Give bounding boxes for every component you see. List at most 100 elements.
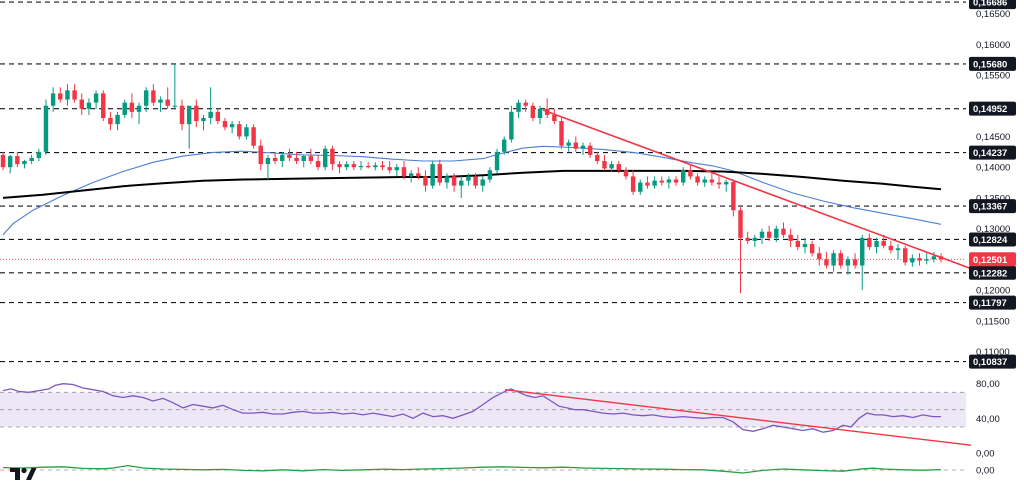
candle-body [358, 165, 364, 168]
candle-body [487, 170, 493, 180]
candle-body [673, 179, 679, 183]
candle [459, 176, 464, 198]
candle [502, 136, 507, 155]
candle [208, 87, 213, 125]
candle [494, 148, 500, 174]
candle-body [416, 173, 421, 177]
candle [101, 90, 106, 122]
candle-body [58, 93, 63, 100]
candle [888, 240, 894, 254]
candle-body [265, 157, 271, 165]
candle [401, 161, 407, 180]
candle [179, 99, 185, 131]
candle [917, 253, 922, 266]
candle [924, 253, 929, 265]
candle-body [681, 170, 686, 183]
candle-body [143, 90, 149, 106]
candle-body [609, 164, 614, 169]
candle [380, 161, 385, 171]
level-label: 0,12824 [973, 235, 1008, 246]
candle-body [860, 237, 865, 266]
candle-body [423, 176, 428, 186]
candle [723, 179, 729, 192]
candle [416, 167, 421, 180]
level-tag [969, 56, 1016, 71]
candle-body [294, 157, 299, 162]
candle [838, 250, 843, 269]
candle-body [645, 182, 650, 186]
candle-body [781, 228, 786, 235]
candle [201, 114, 206, 131]
candle [322, 145, 328, 171]
candle [673, 176, 679, 186]
candle [874, 237, 879, 254]
candle-body [845, 259, 851, 266]
candle [337, 161, 342, 174]
candle-body [494, 151, 500, 171]
candle [709, 173, 715, 186]
candle [272, 151, 278, 165]
candle [788, 228, 793, 248]
candle [695, 173, 700, 186]
candle [22, 159, 27, 169]
candle [129, 93, 135, 119]
candle [258, 139, 263, 171]
candle [487, 167, 493, 183]
candle [681, 167, 686, 186]
candle-body [7, 156, 13, 168]
current-price-tag [969, 252, 1016, 267]
candle [688, 164, 693, 180]
candle [351, 161, 357, 171]
candle-body [874, 240, 879, 248]
candle [580, 142, 586, 155]
candle-body [258, 145, 263, 165]
candle [58, 87, 63, 103]
candle-body [917, 258, 922, 261]
candle [358, 161, 364, 171]
candle [595, 151, 600, 165]
candle [165, 87, 170, 109]
candle [287, 148, 292, 162]
candle-body [745, 237, 750, 241]
candle-body [79, 99, 84, 109]
candle-body [380, 165, 385, 168]
osc-line [2, 464, 942, 474]
candle-body [774, 228, 779, 238]
candle-body [537, 108, 543, 119]
candle [330, 145, 335, 171]
candle-body [509, 111, 514, 140]
candle [50, 87, 56, 112]
candle-body [151, 90, 156, 103]
candle [430, 161, 435, 189]
candle-body [473, 176, 478, 186]
candle [759, 228, 765, 245]
candle-body [86, 102, 92, 109]
candle-body [101, 93, 106, 119]
candle [0, 151, 6, 171]
candle-body [931, 256, 937, 260]
candle-body [194, 105, 199, 122]
candle-body [716, 182, 722, 185]
price-tick-label: 0,14000 [976, 163, 1010, 174]
level-label: 0,12282 [973, 268, 1007, 279]
candle [795, 234, 801, 251]
candle [229, 121, 235, 134]
candle [108, 111, 113, 131]
candle-body [272, 157, 278, 162]
level-tag [969, 0, 1016, 10]
candle-body [867, 237, 872, 248]
price-tick-label: 0,16000 [976, 40, 1010, 51]
candle-body [523, 102, 528, 106]
candle-body [373, 165, 378, 168]
candle [516, 99, 521, 119]
tradingview-logo [10, 467, 37, 480]
candle [451, 173, 457, 192]
candle [817, 247, 822, 266]
candle [831, 250, 836, 272]
candle-body [602, 161, 607, 169]
candle-body [924, 259, 929, 261]
candle-body [630, 176, 636, 192]
candle [79, 93, 84, 115]
candle [365, 162, 371, 169]
